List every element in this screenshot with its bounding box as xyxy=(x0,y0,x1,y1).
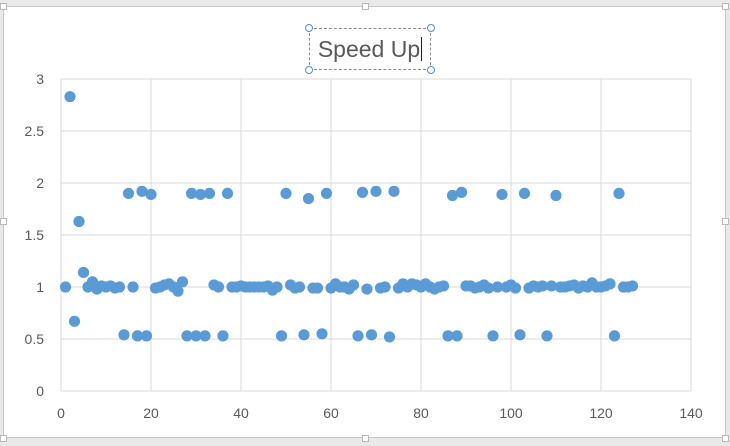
data-point[interactable] xyxy=(68,315,81,327)
x-tick-label: 100 xyxy=(499,405,523,421)
data-point[interactable] xyxy=(536,280,549,292)
data-point[interactable] xyxy=(496,188,508,201)
data-point[interactable] xyxy=(280,187,292,199)
chart-resize-grip-middle-left[interactable] xyxy=(0,218,7,225)
data-point[interactable] xyxy=(136,185,148,197)
data-point[interactable] xyxy=(199,330,211,342)
data-point[interactable] xyxy=(73,215,85,228)
data-points xyxy=(59,91,639,343)
data-point[interactable] xyxy=(298,329,310,341)
data-point[interactable] xyxy=(118,329,130,341)
data-point[interactable] xyxy=(185,187,198,199)
data-point[interactable] xyxy=(442,330,454,342)
data-point[interactable] xyxy=(365,329,378,341)
chart-resize-grip-top-center[interactable] xyxy=(362,3,369,10)
data-point[interactable] xyxy=(491,281,504,293)
data-point[interactable] xyxy=(113,281,126,293)
data-point[interactable] xyxy=(550,189,562,202)
data-point[interactable] xyxy=(509,282,522,294)
y-tick-label: 3 xyxy=(36,71,44,87)
text-cursor xyxy=(421,37,423,61)
data-point[interactable] xyxy=(194,188,207,201)
data-point[interactable] xyxy=(388,185,400,197)
y-tick-label: 1.5 xyxy=(25,227,45,243)
chart-resize-grip-bottom-right[interactable] xyxy=(722,435,729,442)
chart-title[interactable]: Speed Up xyxy=(317,35,421,62)
data-point[interactable] xyxy=(451,330,463,342)
data-point[interactable] xyxy=(604,278,616,290)
data-point[interactable] xyxy=(379,281,391,293)
data-point[interactable] xyxy=(446,189,459,202)
data-point[interactable] xyxy=(613,187,625,199)
y-axis-tick-labels: 0 0.5 1 1.5 2 2.5 3 xyxy=(25,71,45,399)
x-tick-label: 40 xyxy=(233,405,249,421)
data-point[interactable] xyxy=(212,281,225,293)
data-point[interactable] xyxy=(293,281,306,293)
x-tick-label: 80 xyxy=(413,405,429,421)
chart-resize-grip-bottom-left[interactable] xyxy=(0,435,7,442)
data-point[interactable] xyxy=(541,330,553,342)
chart-resize-grip-top-right[interactable] xyxy=(722,3,729,10)
data-point[interactable] xyxy=(172,285,184,297)
data-point[interactable] xyxy=(316,328,328,340)
data-point[interactable] xyxy=(302,193,315,205)
data-point[interactable] xyxy=(356,186,369,198)
data-point[interactable] xyxy=(487,330,499,342)
chart-title-box[interactable]: Speed Up xyxy=(305,24,435,74)
chart-resize-grip-top-left[interactable] xyxy=(0,3,7,10)
chart-resize-grip-bottom-center[interactable] xyxy=(362,435,369,442)
data-point[interactable] xyxy=(514,329,526,341)
data-point[interactable] xyxy=(361,283,373,295)
data-point[interactable] xyxy=(347,279,360,291)
x-axis-tick-labels: 0 20 40 60 80 100 120 140 xyxy=(57,405,703,421)
data-point[interactable] xyxy=(275,330,288,342)
data-point[interactable] xyxy=(352,330,364,342)
data-point[interactable] xyxy=(518,187,531,199)
data-point[interactable] xyxy=(370,185,382,197)
resize-handle-top-left[interactable] xyxy=(305,24,313,32)
data-point[interactable] xyxy=(608,330,621,342)
x-tick-label: 0 xyxy=(57,405,65,421)
data-point[interactable] xyxy=(437,280,450,292)
gridlines xyxy=(60,78,692,392)
y-tick-label: 0.5 xyxy=(25,331,45,347)
data-point[interactable] xyxy=(77,266,90,279)
data-point[interactable] xyxy=(482,282,495,294)
scatter-plot: 0 0.5 1 1.5 2 2.5 3 0 20 40 60 80 100 120 140 xyxy=(25,71,703,421)
chart-area[interactable]: 0 0.5 1 1.5 2 2.5 3 0 20 40 60 80 100 120 140 Speed U… xyxy=(3,6,726,438)
y-tick-label: 2 xyxy=(36,175,44,191)
x-tick-label: 60 xyxy=(323,405,339,421)
chart-resize-grip-middle-right[interactable] xyxy=(722,218,729,225)
x-tick-label: 120 xyxy=(589,405,613,421)
data-point[interactable] xyxy=(190,330,202,342)
x-tick-label: 20 xyxy=(143,405,159,421)
data-point[interactable] xyxy=(455,186,468,198)
data-point[interactable] xyxy=(311,282,324,294)
data-point[interactable] xyxy=(383,331,396,343)
y-tick-label: 2.5 xyxy=(25,123,45,139)
y-tick-label: 0 xyxy=(36,383,44,399)
y-tick-label: 1 xyxy=(36,279,44,295)
data-point[interactable] xyxy=(64,91,76,103)
data-point[interactable] xyxy=(203,187,216,199)
data-point[interactable] xyxy=(145,188,157,201)
x-tick-label: 140 xyxy=(679,405,703,421)
data-point[interactable] xyxy=(271,281,283,293)
data-point[interactable] xyxy=(140,330,153,342)
data-point[interactable] xyxy=(122,187,135,199)
data-point[interactable] xyxy=(626,280,639,292)
resize-handle-top-right[interactable] xyxy=(427,24,435,32)
data-point[interactable] xyxy=(127,281,139,293)
data-point[interactable] xyxy=(221,187,234,199)
data-point[interactable] xyxy=(545,280,558,292)
data-point[interactable] xyxy=(181,330,193,342)
data-point[interactable] xyxy=(176,276,189,288)
resize-handle-bottom-left[interactable] xyxy=(305,66,313,74)
data-point[interactable] xyxy=(217,330,229,342)
resize-handle-bottom-right[interactable] xyxy=(427,66,435,74)
data-point[interactable] xyxy=(59,281,72,293)
data-point[interactable] xyxy=(320,187,333,199)
data-point[interactable] xyxy=(131,330,144,342)
